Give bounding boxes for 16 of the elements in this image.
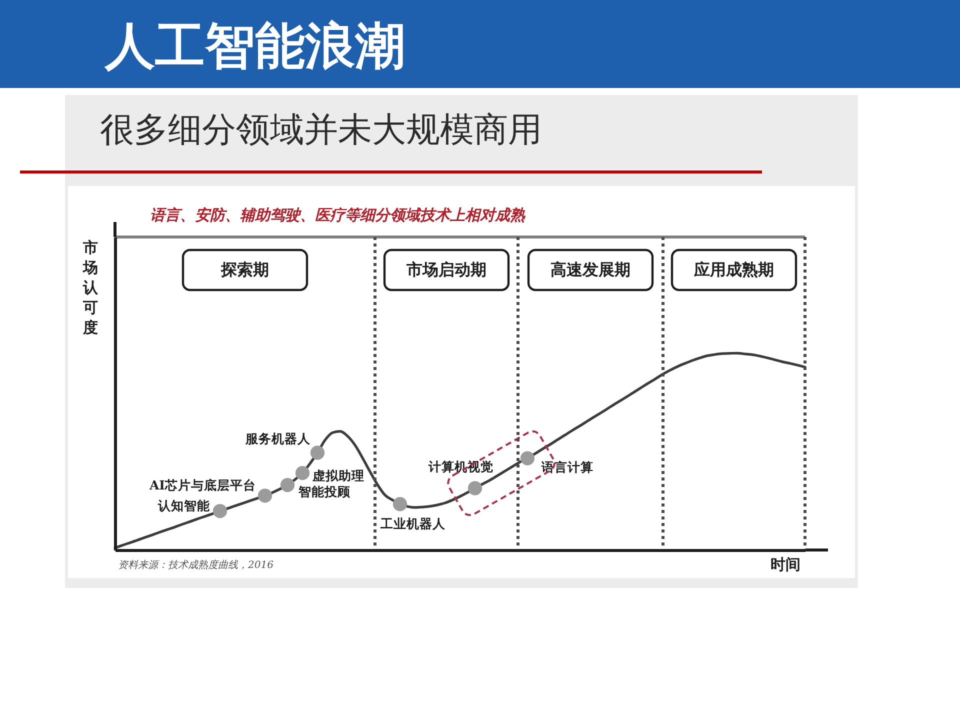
series-label: 服务机器人 <box>244 430 312 446</box>
text: 高速发展期 <box>550 260 630 279</box>
text: 应用成熟期 <box>693 260 774 279</box>
series-label: AI芯片与底层平台 <box>148 478 256 493</box>
text: 探索期 <box>220 260 269 279</box>
text: 语言、安防、辅助驾驶、医疗等细分领域技术上相对成熟 <box>150 206 526 224</box>
series-label: 认知智能 <box>157 498 211 514</box>
x-axis-title: 时间 <box>770 556 800 574</box>
series-label: 工业机器人 <box>380 516 446 532</box>
text: 市场启动期 <box>406 260 486 279</box>
chart-subtitle: 很多细分领域并未大规模商用 <box>100 110 542 150</box>
series-label: 智能投顾 <box>298 484 352 500</box>
text: 资料来源：技术成熟度曲线，2016 <box>118 559 274 571</box>
y-axis-title: 市场认可度 <box>82 238 99 336</box>
chart-title: 人工智能浪潮 <box>104 17 405 75</box>
series-label: 虚拟助理 <box>312 468 364 484</box>
